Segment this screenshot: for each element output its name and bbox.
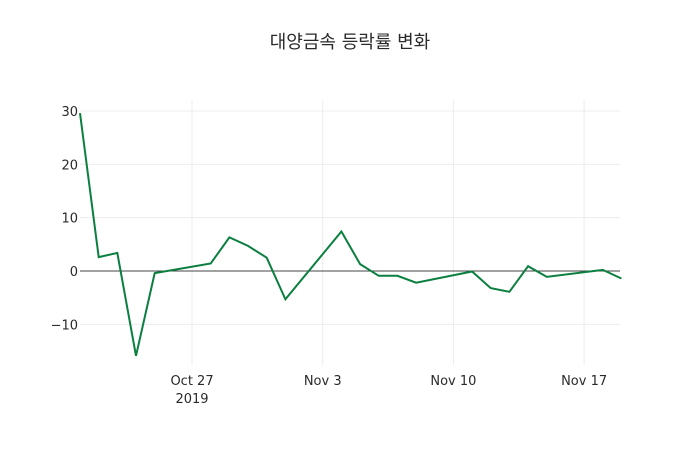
y-axis: 30 20 10 0 −10: [51, 105, 78, 333]
x-tick-label: Nov 10: [430, 374, 476, 389]
y-tick-label: −10: [51, 318, 78, 333]
x-tick-year: 2019: [175, 392, 208, 407]
x-tick-label: Nov 3: [304, 374, 342, 389]
series-line: [79, 112, 622, 357]
data-series: [79, 112, 622, 357]
x-tick-label: Oct 27: [170, 374, 213, 389]
y-tick-label: 30: [61, 105, 78, 120]
x-tick-label: Nov 17: [561, 374, 607, 389]
y-tick-label: 0: [70, 265, 78, 280]
x-axis: Oct 27 2019 Nov 3 Nov 10 Nov 17: [170, 374, 607, 407]
gridlines: [80, 100, 620, 365]
y-tick-label: 10: [61, 212, 78, 227]
chart-title: 대양금속 등락률 변화: [269, 32, 431, 53]
y-tick-label: 20: [61, 158, 78, 173]
